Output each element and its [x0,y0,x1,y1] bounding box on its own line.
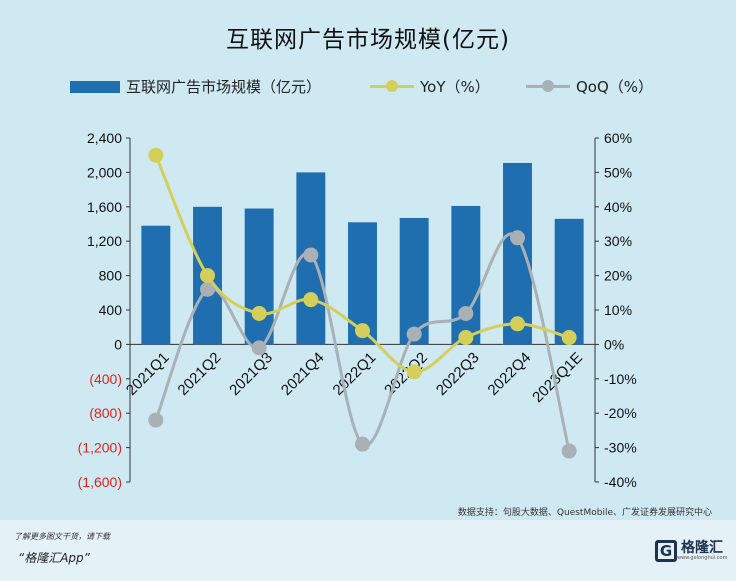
yoy-point-2021Q3 [251,305,267,321]
logo-site: www.gelonghui.com [677,555,728,561]
yoy-point-2021Q4 [303,292,319,308]
right-tick-label: 60% [604,130,632,146]
footer-bar [0,520,736,581]
legend-yoy-label: YoY（%） [420,78,490,96]
left-tick-label: 2,400 [87,130,122,146]
left-tick-label: 1,200 [87,233,122,249]
logo-g-icon: G [655,540,677,562]
right-tick-label: 40% [604,199,632,215]
right-tick-label: -40% [604,474,637,490]
logo-text: 格隆汇 [681,540,723,556]
legend-qoq-label: QoQ（%） [576,78,654,96]
qoq-point-2022Q3 [458,305,474,321]
legend-item-qoq: QoQ（%） [526,76,653,97]
chart-legend: 互联网广告市场规模（亿元） YoY（%） QoQ（%） [70,76,690,102]
x-tick-label: 2021Q4 [278,349,328,399]
left-tick-label: 0 [114,336,122,352]
yoy-point-2022Q3 [458,330,474,346]
bar-2023Q1E [554,218,584,345]
legend-bar-label: 互联网广告市场规模（亿元） [126,78,322,96]
yoy-point-2022Q1 [355,323,370,339]
qoq-point-2022Q2 [406,326,422,342]
left-tick-label: (800) [89,405,122,421]
footer-line1: 了解更多图文干货，请下载 [14,532,110,541]
right-tick-label: 50% [604,164,632,180]
qoq-point-2021Q1 [148,412,164,428]
left-tick-label: 1,600 [87,199,122,215]
left-tick-label: 400 [99,302,123,318]
right-tick-label: -10% [604,371,637,387]
left-tick-label: (1,200) [78,440,122,456]
right-tick-label: -20% [604,405,637,421]
qoq-point-2022Q4 [510,230,525,246]
right-tick-label: 0% [604,336,624,352]
right-tick-label: 10% [604,302,632,318]
yoy-point-2021Q2 [200,268,215,284]
left-tick-label: 2,000 [87,164,122,180]
qoq-point-2021Q4 [303,247,319,263]
legend-item-bar: 互联网广告市场规模（亿元） [70,76,321,97]
left-tick-label: (400) [89,371,122,387]
left-tick-label: 800 [99,268,123,284]
source-note: 数据支持：句股大数据、QuestMobile、广发证券发展研究中心 [457,508,712,518]
chart-plot: 2,400 2,000 1,600 1,200 800 400 0 (400) (800) (1,… [78,130,637,490]
page-title: 互联网广告市场规模(亿元) [226,27,510,53]
gelonghui-logo: G 格隆汇 www.gelonghui.com [655,540,727,562]
x-tick-label: 2021Q2 [175,349,225,399]
x-tick-label: 2021Q3 [226,349,276,399]
yoy-point-2023Q1E [561,330,577,346]
right-tick-label: 30% [604,233,632,249]
bar-2021Q1 [141,225,171,345]
qoq-point-2022Q1 [355,436,370,452]
left-tick-label: (1,600) [78,474,122,490]
qoq-point-2023Q1E [561,443,577,459]
yoy-point-2022Q2 [406,364,422,380]
bar-2022Q4 [503,162,532,345]
x-tick-label: 2022Q4 [485,349,535,399]
bar-2022Q2 [399,217,429,345]
legend-item-yoy: YoY（%） [370,76,490,97]
yoy-point-2022Q4 [510,316,525,332]
qoq-point-2021Q2 [200,281,215,297]
bar-2022Q3 [451,205,481,345]
right-tick-label: 20% [604,268,632,284]
legend-yoy-swatch [370,80,414,92]
bar-2021Q3 [244,208,274,345]
footer-line2: “格隆汇App” [18,551,90,565]
legend-bar-swatch [70,80,120,93]
right-tick-label: -30% [604,440,637,456]
yoy-point-2021Q1 [148,147,164,163]
qoq-point-2021Q3 [251,340,267,356]
legend-qoq-swatch [526,80,570,92]
